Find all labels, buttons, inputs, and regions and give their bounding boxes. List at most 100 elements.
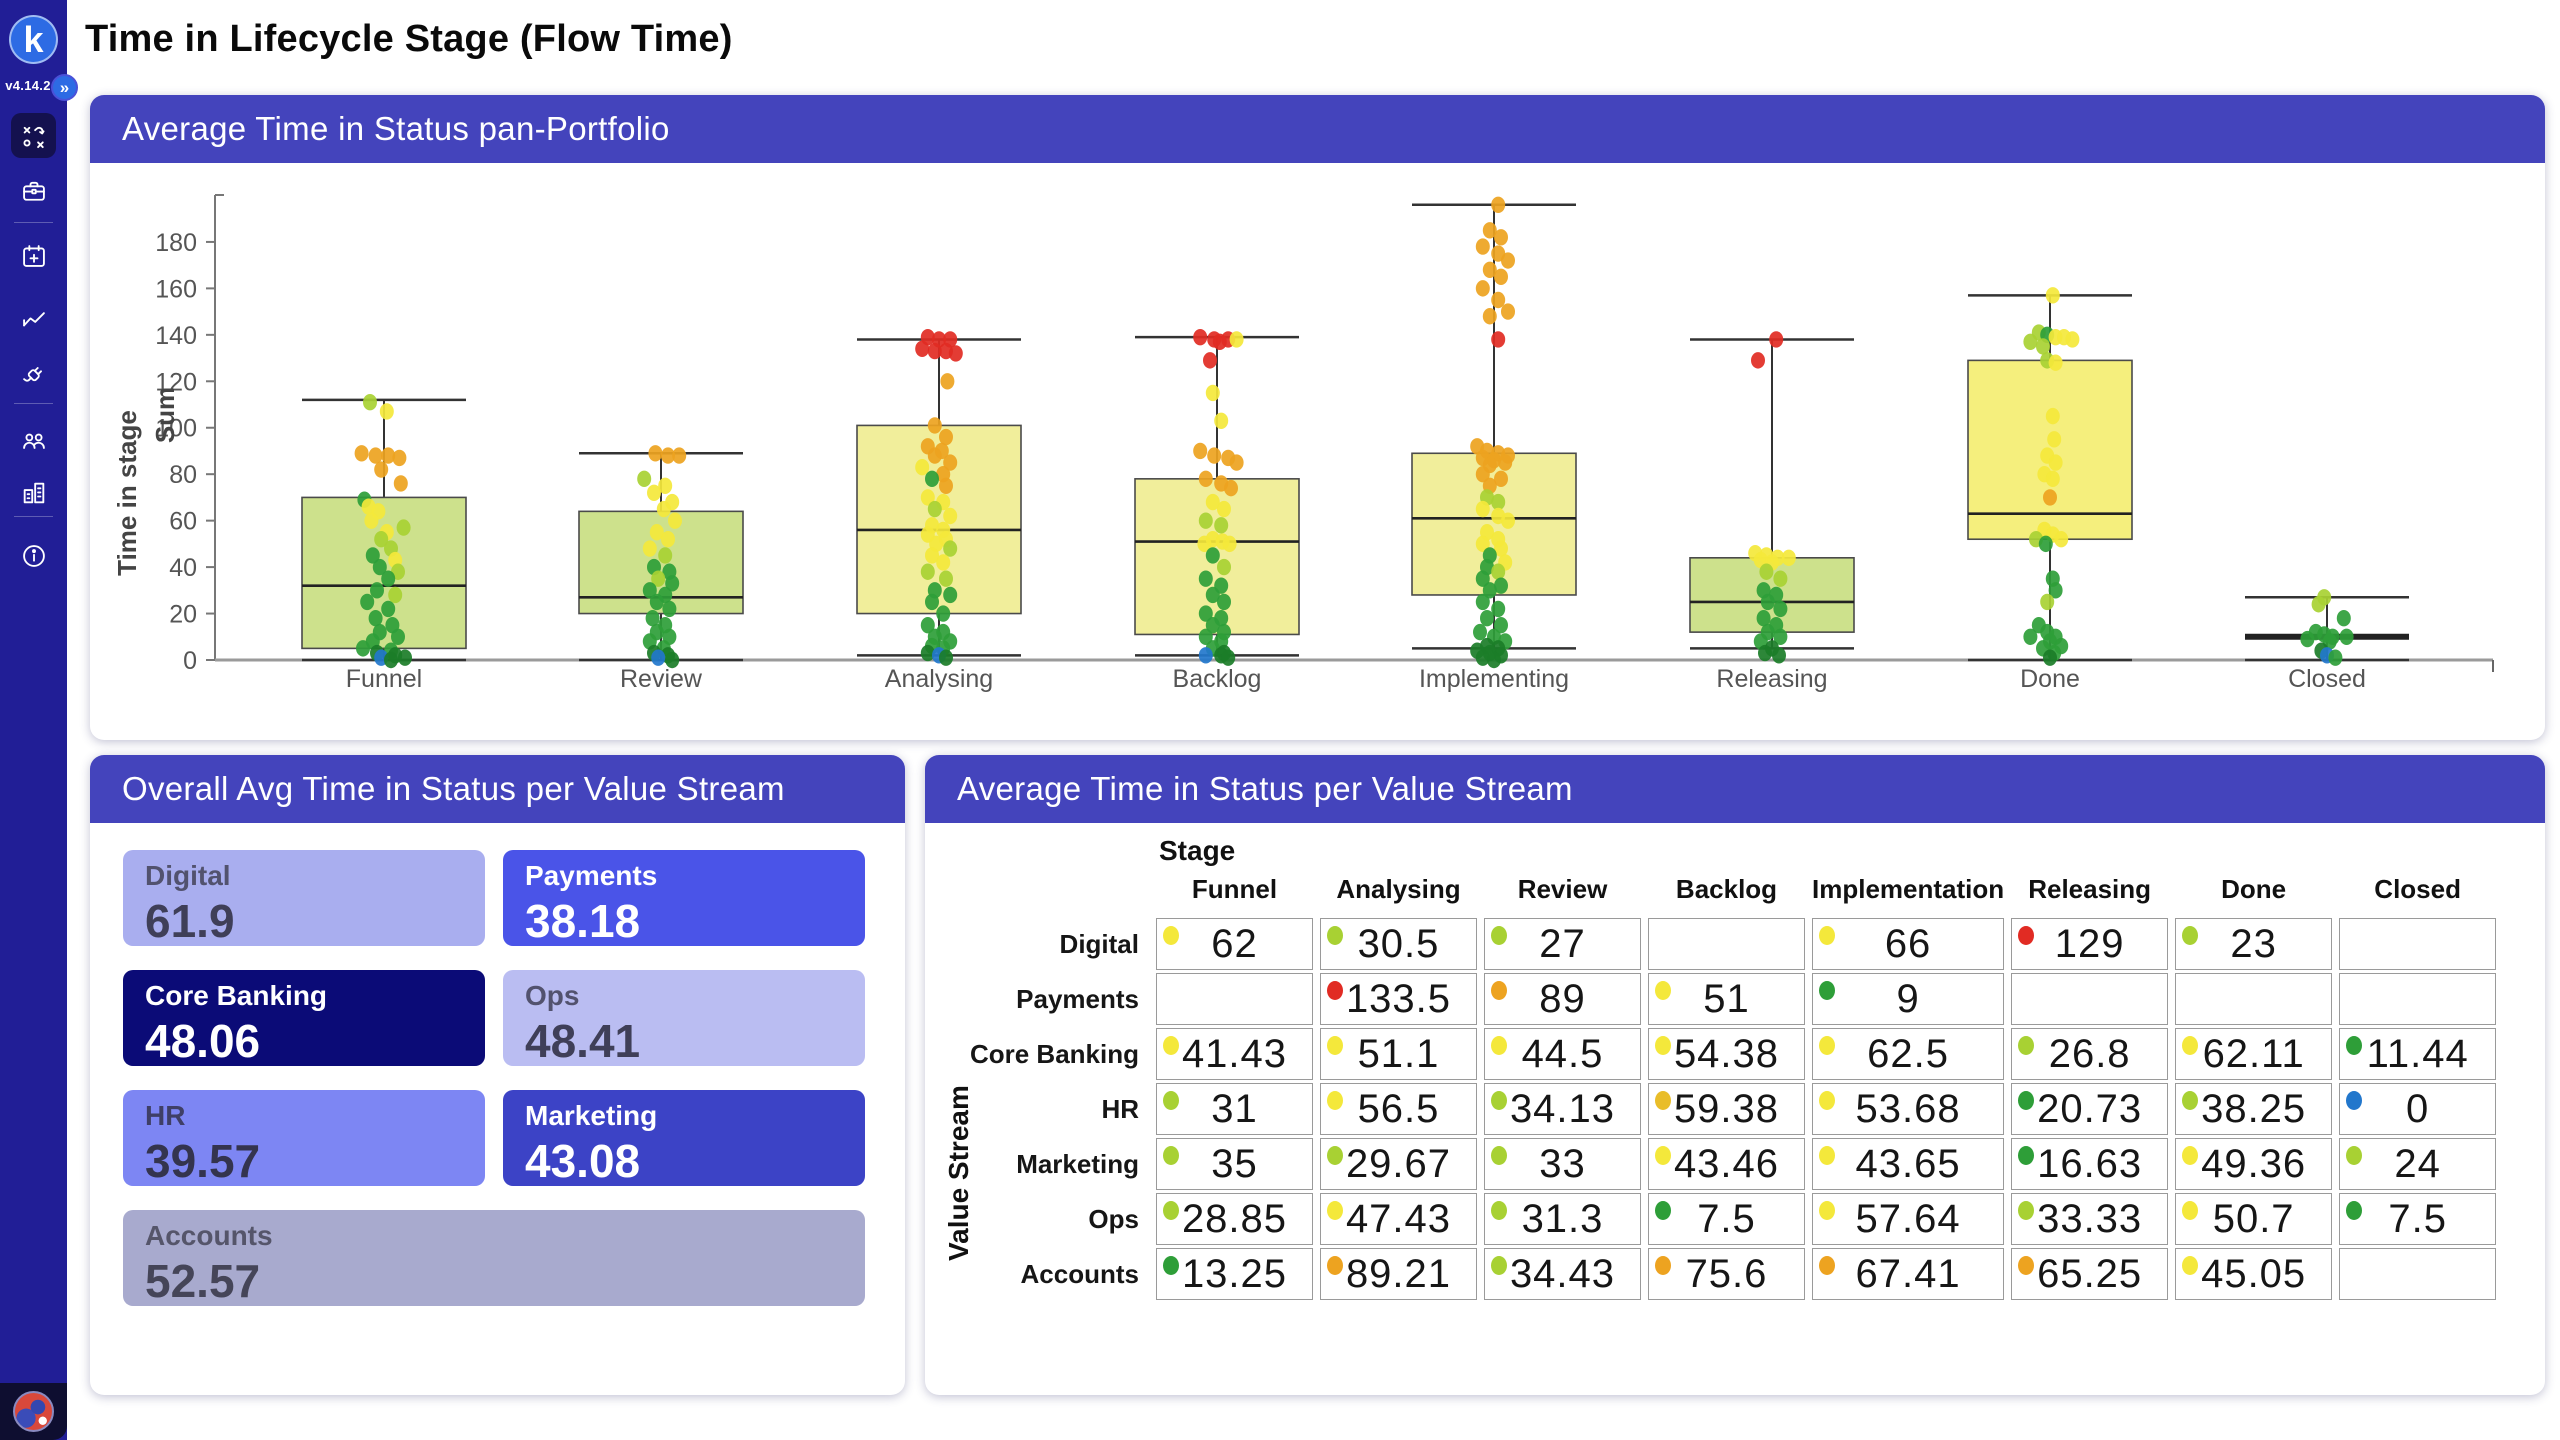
status-dot <box>2018 1146 2035 1165</box>
svg-text:Implementing: Implementing <box>1419 665 1569 693</box>
table-panel-header: Average Time in Status per Value Stream <box>925 755 2545 823</box>
tile-hr: HR 39.57 <box>123 1090 485 1187</box>
table-cell: 20.73 <box>2011 1083 2169 1135</box>
tile-label: HR <box>145 1100 186 1131</box>
sidebar-item-analytics[interactable] <box>11 296 56 341</box>
status-dot <box>2346 1036 2363 1055</box>
table-cell: 62.11 <box>2175 1028 2333 1080</box>
column-header-releasing: Releasing <box>2028 874 2152 904</box>
sidebar-item-integrations[interactable] <box>11 352 56 397</box>
status-dot <box>1327 926 1343 945</box>
status-dot <box>1491 1256 1507 1275</box>
status-dot <box>1327 1146 1343 1165</box>
boxplot-panel-header: Average Time in Status pan-Portfolio <box>90 95 2545 163</box>
table-cell: 7.5 <box>2339 1193 2497 1245</box>
table-cell: 133.5 <box>1320 973 1477 1025</box>
panel-table: Average Time in Status per Value Stream … <box>925 755 2545 1395</box>
status-dot <box>1819 1256 1835 1275</box>
briefcase-icon <box>22 181 45 201</box>
expand-sidebar-button[interactable]: » <box>51 74 78 101</box>
table-row: HR 31 56.5 34.13 59.38 53.68 20.73 38.25 0 <box>937 1083 2497 1135</box>
status-dot <box>1163 1256 1179 1275</box>
plug-icon <box>22 366 42 382</box>
table-cell: 51.1 <box>1320 1028 1477 1080</box>
svg-text:Funnel: Funnel <box>346 665 422 693</box>
status-dot <box>2018 1091 2035 1110</box>
buildings-icon <box>23 482 44 503</box>
table-cell: 66 <box>1812 918 2005 970</box>
status-dot <box>1655 1036 1671 1055</box>
table-cell: 34.43 <box>1484 1248 1641 1300</box>
table-cell <box>1156 973 1313 1025</box>
tile-value: 39.57 <box>145 1135 261 1187</box>
status-dot <box>1491 1091 1507 1110</box>
table-cell: 33 <box>1484 1138 1641 1190</box>
table-cell: 53.68 <box>1812 1083 2005 1135</box>
svg-text:160: 160 <box>155 275 197 303</box>
table-row: Digital 62 30.5 27 66 129 23 <box>937 918 2497 970</box>
tile-label: Core Banking <box>145 980 328 1011</box>
row-label: Payments <box>1016 983 1139 1014</box>
svg-text:180: 180 <box>155 229 197 257</box>
strategy-icon <box>22 126 44 148</box>
sidebar-item-strategy[interactable] <box>11 113 56 158</box>
sidebar-item-portfolio[interactable] <box>11 168 56 213</box>
status-dot <box>1163 1146 1179 1165</box>
stage-axis-label: Stage <box>1159 835 1236 866</box>
status-dot <box>2018 1256 2035 1275</box>
tile-ops: Ops 48.41 <box>503 970 865 1067</box>
table-cell: 30.5 <box>1320 918 1477 970</box>
tiles-panel-header: Overall Avg Time in Status per Value Str… <box>90 755 905 823</box>
sidebar-divider <box>14 516 53 517</box>
svg-text:0: 0 <box>183 647 197 675</box>
svg-text:Releasing: Releasing <box>1716 665 1827 693</box>
sidebar-item-teams[interactable] <box>11 418 56 463</box>
status-dot <box>1491 981 1507 1000</box>
status-dot <box>2018 1036 2035 1055</box>
table-cell: 26.8 <box>2011 1028 2169 1080</box>
column-header-done: Done <box>2221 874 2287 904</box>
tile-value: 38.18 <box>525 895 641 947</box>
svg-text:Analysing: Analysing <box>885 665 993 693</box>
status-dot <box>1655 981 1671 1000</box>
table-cell: 13.25 <box>1156 1248 1313 1300</box>
panel-boxplot: Average Time in Status pan-Portfolio 0 20… <box>90 95 2545 740</box>
status-dot <box>2018 926 2035 945</box>
table-row: Accounts 13.25 89.21 34.43 75.6 67.41 65.25 45.… <box>937 1248 2497 1300</box>
column-header-analysing: Analysing <box>1336 874 1461 904</box>
status-dot <box>1819 1201 1835 1220</box>
status-dot <box>1655 1201 1671 1220</box>
table-cell: 35 <box>1156 1138 1313 1190</box>
status-dot <box>2182 1256 2199 1275</box>
row-label: Accounts <box>1020 1258 1139 1289</box>
status-dot <box>2018 1201 2035 1220</box>
svg-text:Backlog: Backlog <box>1173 665 1262 693</box>
table-cell: 45.05 <box>2175 1248 2333 1300</box>
status-dot <box>1819 1036 1835 1055</box>
version-label: v4.14.2 <box>5 78 51 93</box>
table-row: Payments 133.5 89 51 9 <box>937 973 2497 1025</box>
sidebar: k v4.14.2 » <box>0 0 78 1440</box>
table-cell <box>1648 918 1805 970</box>
sidebar-item-info[interactable] <box>11 533 56 578</box>
tile-label: Payments <box>525 860 658 891</box>
table-cell <box>2011 973 2169 1025</box>
table-cell: 27 <box>1484 918 1641 970</box>
table-cell: 67.41 <box>1812 1248 2005 1300</box>
sidebar-item-organization[interactable] <box>11 470 56 515</box>
sidebar-item-planning[interactable] <box>11 233 56 278</box>
svg-text:Done: Done <box>2020 665 2080 693</box>
table-row: Marketing 35 29.67 33 43.46 43.65 16.63 49.36 24 <box>937 1138 2497 1190</box>
table-cell: 43.65 <box>1812 1138 2005 1190</box>
table-cell: 50.7 <box>2175 1193 2333 1245</box>
user-avatar[interactable] <box>13 1391 54 1432</box>
status-dot <box>2182 1036 2199 1055</box>
table-cell: 59.38 <box>1648 1083 1805 1135</box>
svg-text:100: 100 <box>155 415 197 443</box>
panel-tiles: Overall Avg Time in Status per Value Str… <box>90 755 905 1395</box>
tile-payments: Payments 38.18 <box>503 850 865 947</box>
column-header-backlog: Backlog <box>1675 874 1778 904</box>
table-cell: 11.44 <box>2339 1028 2497 1080</box>
status-dot <box>1655 1091 1671 1110</box>
